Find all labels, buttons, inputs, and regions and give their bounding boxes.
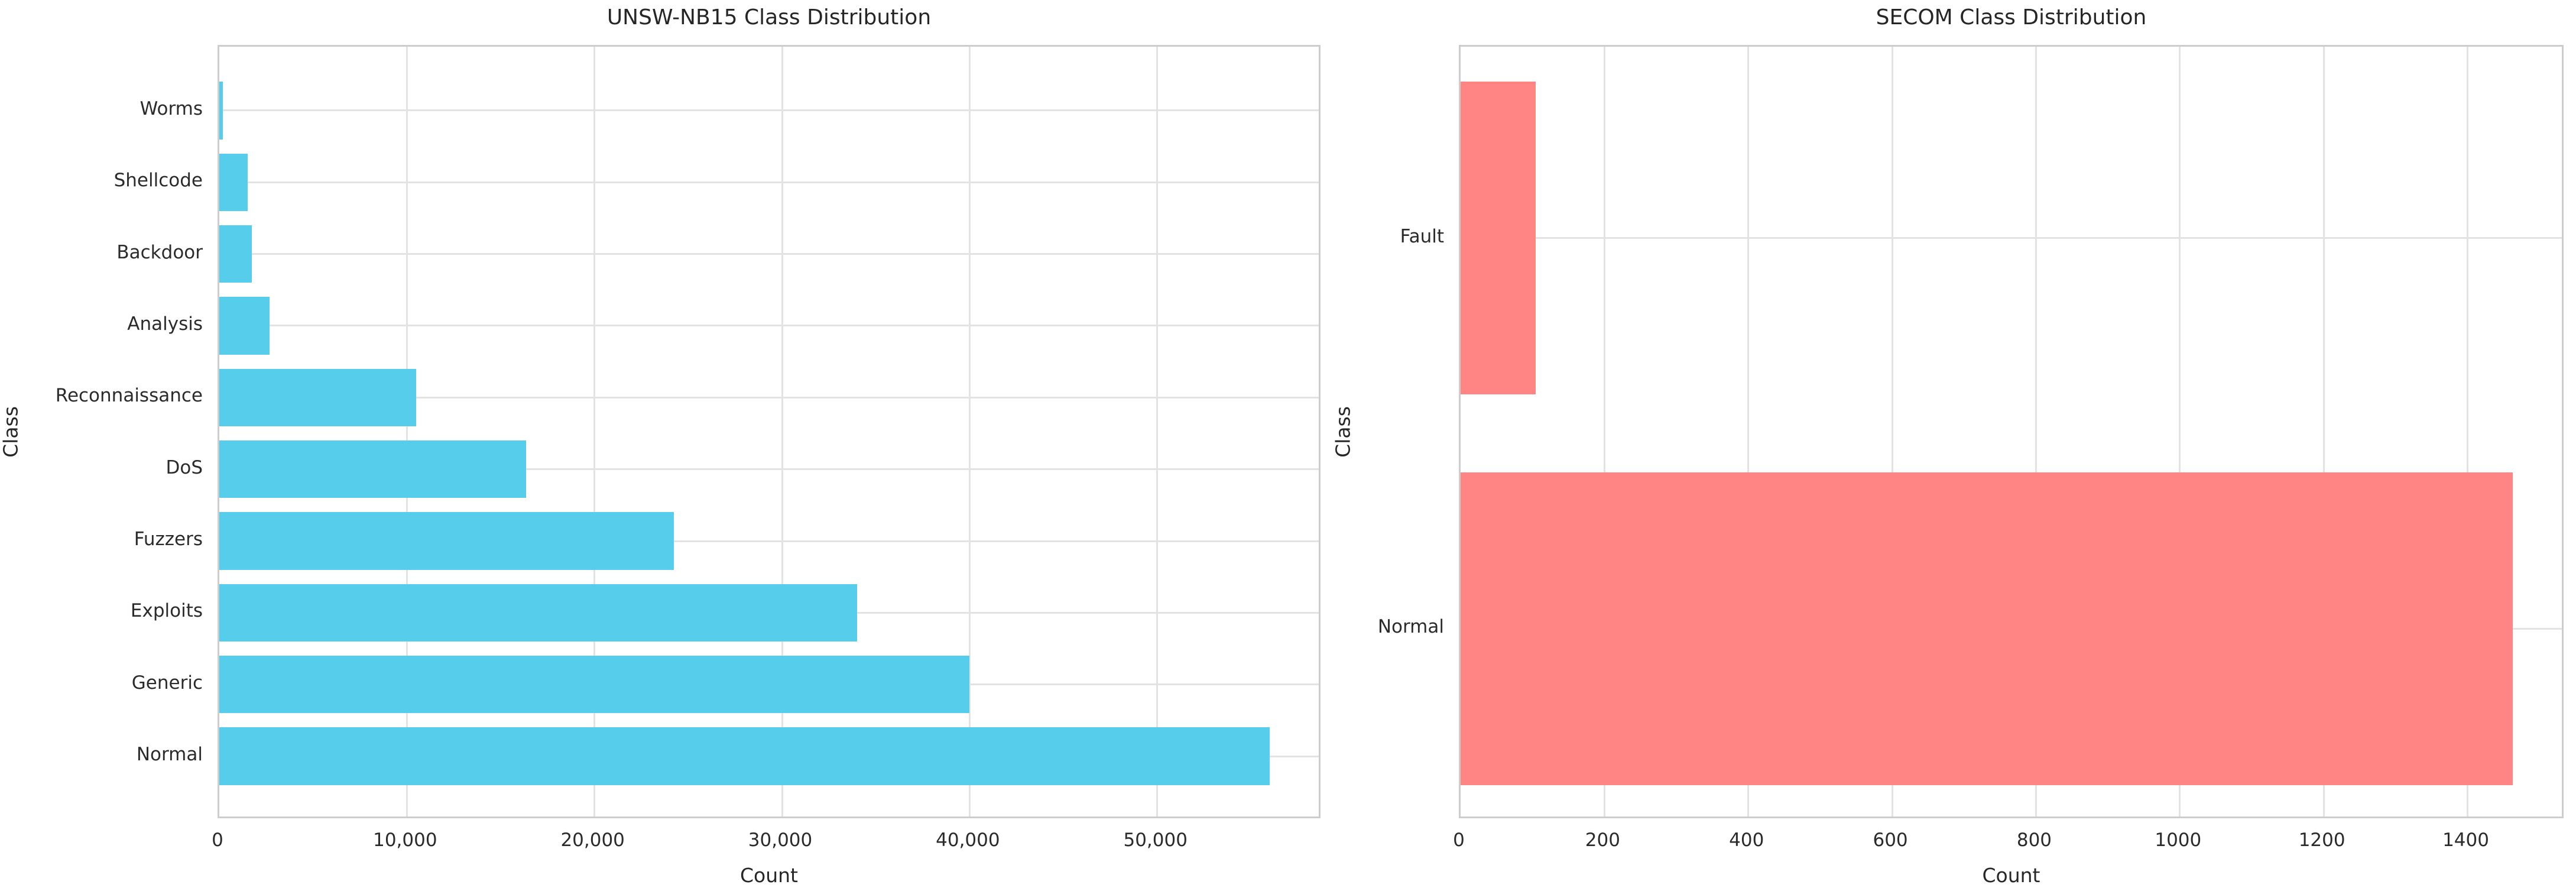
plot-area-unsw — [218, 45, 1321, 818]
x-tick-label: 1400 — [2442, 830, 2489, 851]
y-tick-label: Shellcode — [113, 170, 203, 192]
y-tick-label: Exploits — [130, 600, 203, 622]
x-tick-label: 400 — [1729, 830, 1764, 851]
y-tick-label: Reconnaissance — [55, 385, 203, 407]
x-gridline — [2467, 47, 2469, 817]
y-gridline — [219, 181, 1319, 183]
chart-title-secom: SECOM Class Distribution — [1876, 5, 2147, 30]
x-gridline — [2179, 47, 2181, 817]
y-gridline — [219, 396, 1319, 398]
bar-shellcode — [219, 153, 248, 211]
bar-analysis — [219, 297, 270, 355]
x-gridline — [1747, 47, 1750, 817]
x-tick-label: 20,000 — [560, 830, 625, 851]
x-tick-label: 40,000 — [936, 830, 1000, 851]
bar-normal — [1461, 472, 2513, 785]
y-tick-label: Normal — [1377, 616, 1444, 638]
y-tick-label: Analysis — [127, 313, 203, 335]
bar-exploits — [219, 584, 857, 641]
bar-backdoor — [219, 225, 252, 283]
x-axis-label-unsw: Count — [739, 864, 798, 887]
y-tick-label: DoS — [166, 456, 203, 478]
y-axis-label-secom: Class — [1331, 406, 1355, 458]
bar-generic — [219, 656, 970, 714]
x-tick-label: 800 — [2016, 830, 2052, 851]
x-tick-label: 30,000 — [748, 830, 813, 851]
x-gridline — [781, 47, 783, 817]
x-gridline — [405, 47, 408, 817]
y-gridline — [219, 325, 1319, 327]
x-axis-label-secom: Count — [1982, 864, 2040, 887]
y-tick-label: Normal — [136, 744, 203, 765]
y-gridline — [219, 468, 1319, 471]
bar-fuzzers — [219, 512, 674, 570]
bar-worms — [219, 82, 223, 140]
y-tick-label: Generic — [131, 672, 203, 694]
x-tick-label: 50,000 — [1123, 830, 1188, 851]
x-tick-label: 0 — [212, 830, 223, 851]
y-tick-label: Fault — [1400, 225, 1444, 247]
y-tick-label: Worms — [139, 98, 203, 119]
x-tick-label: 600 — [1873, 830, 1908, 851]
bar-reconnaissance — [219, 368, 416, 426]
chart-title-unsw: UNSW-NB15 Class Distribution — [606, 5, 932, 30]
bar-dos — [219, 440, 526, 498]
y-gridline — [219, 540, 1319, 542]
x-gridline — [1156, 47, 1159, 817]
y-gridline — [219, 253, 1319, 255]
x-gridline — [2322, 47, 2325, 817]
x-gridline — [968, 47, 971, 817]
x-tick-label: 1000 — [2155, 830, 2202, 851]
plot-area-secom — [1459, 45, 2564, 818]
bar-fault — [1461, 82, 1536, 394]
y-tick-label: Fuzzers — [134, 529, 203, 550]
x-gridline — [1891, 47, 1893, 817]
x-gridline — [2035, 47, 2037, 817]
x-tick-label: 200 — [1585, 830, 1620, 851]
x-tick-label: 1200 — [2298, 830, 2345, 851]
y-gridline — [219, 109, 1319, 112]
y-tick-label: Backdoor — [116, 241, 203, 263]
x-tick-label: 0 — [1453, 830, 1465, 851]
x-gridline — [1603, 47, 1605, 817]
bar-normal — [219, 727, 1270, 785]
x-tick-label: 10,000 — [373, 830, 437, 851]
x-gridline — [593, 47, 596, 817]
y-gridline — [1461, 237, 2562, 239]
